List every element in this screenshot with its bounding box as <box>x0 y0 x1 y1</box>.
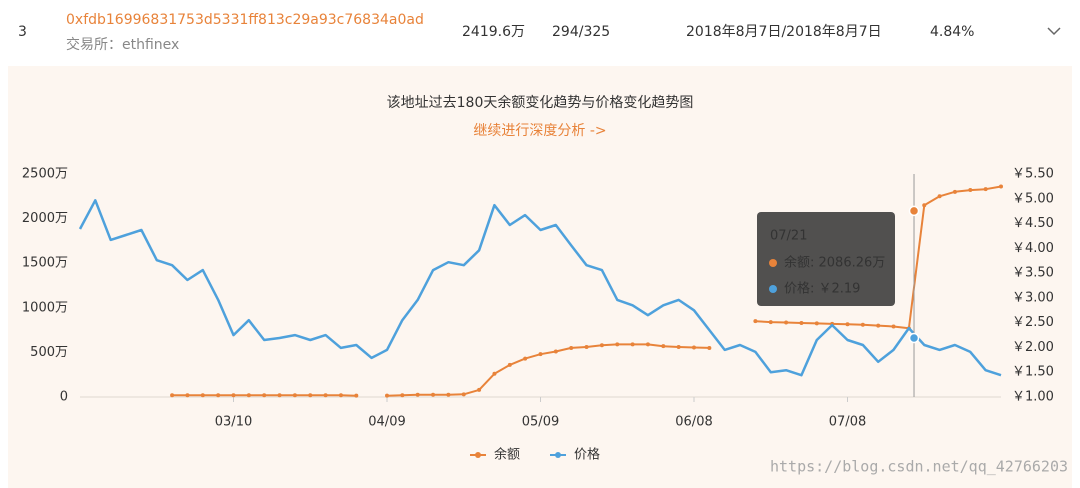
point <box>338 393 343 398</box>
tooltip-swatch <box>769 285 777 293</box>
point <box>599 343 604 348</box>
point <box>354 393 359 398</box>
chart-title: 该地址过去180天余额变化趋势与价格变化趋势图 <box>387 94 694 111</box>
point <box>937 194 942 199</box>
tooltip-box <box>757 212 895 306</box>
y-tick-label: 1000万 <box>22 300 68 315</box>
y2-tick-label: ￥1.50 <box>1012 365 1054 380</box>
tooltip-swatch <box>769 259 777 267</box>
plot: 0 500万 1000万 1500万 2000万 2500万 ￥1.00 ￥1.50 ￥2.00… <box>22 167 1054 463</box>
point <box>431 392 436 397</box>
x-tick-label: 03/10 <box>215 415 252 430</box>
tooltip-item: 价格: ￥2.19 <box>784 281 860 297</box>
y2-tick-label: ￥3.00 <box>1012 290 1054 305</box>
y2-tick-label: ￥4.00 <box>1012 241 1054 256</box>
analysis-link[interactable]: 继续进行深度分析 -> <box>473 122 606 139</box>
point <box>952 189 957 194</box>
point <box>200 393 205 398</box>
point <box>538 352 543 357</box>
point <box>645 342 650 347</box>
y-tick-label: 0 <box>60 390 68 405</box>
y2-tick-label: ￥2.50 <box>1012 315 1054 330</box>
watermark: https://blog.csdn.net/qq_42766203 <box>770 458 1068 476</box>
expand-chevron[interactable] <box>1047 27 1061 36</box>
point <box>814 321 819 326</box>
x-tick-label: 06/08 <box>675 415 712 430</box>
point <box>661 344 666 349</box>
point <box>170 393 175 398</box>
point <box>891 324 896 329</box>
y2-tick-label: ￥1.00 <box>1012 390 1054 405</box>
point <box>523 356 528 361</box>
y2-tick-label: ￥5.50 <box>1012 167 1054 182</box>
legend-dot <box>475 452 481 458</box>
series-line <box>386 343 710 397</box>
point <box>385 393 389 398</box>
point <box>799 320 804 325</box>
point <box>492 371 497 376</box>
y-tick-label: 2500万 <box>22 167 68 182</box>
point <box>308 393 313 398</box>
point <box>922 203 927 208</box>
series-line <box>78 199 1002 377</box>
point <box>707 345 712 350</box>
y2-tick-label: ￥3.50 <box>1012 266 1054 281</box>
exchange: 交易所：ethfinex <box>66 36 179 53</box>
point <box>231 393 236 398</box>
point <box>553 349 558 354</box>
x-tick-label: 04/09 <box>368 415 405 430</box>
point <box>615 342 620 347</box>
point <box>507 362 512 367</box>
point <box>185 393 190 398</box>
balance: 2419.6万 <box>462 24 525 40</box>
point <box>216 393 221 398</box>
point <box>676 345 681 350</box>
y2-tick-label: ￥5.00 <box>1012 191 1054 206</box>
point <box>692 345 696 350</box>
ratio: 4.84% <box>930 24 974 40</box>
point <box>968 188 973 193</box>
point <box>400 393 405 398</box>
point <box>569 345 574 350</box>
point <box>983 187 988 192</box>
point <box>784 320 789 325</box>
legend-label: 价格 <box>574 447 600 463</box>
point <box>277 393 282 398</box>
point <box>292 393 297 398</box>
point <box>246 393 251 398</box>
y-tick-label: 500万 <box>30 345 68 360</box>
tooltip-title: 07/21 <box>770 229 807 244</box>
legend-label: 余额 <box>494 447 520 463</box>
point <box>415 392 420 397</box>
point <box>860 322 865 327</box>
point <box>768 320 773 325</box>
point <box>999 184 1003 189</box>
x-tick-label: 05/09 <box>522 415 559 430</box>
point <box>446 392 451 397</box>
hover-point <box>908 332 920 344</box>
count: 294/325 <box>552 24 610 40</box>
point <box>323 393 328 398</box>
point <box>753 319 758 324</box>
y2-tick-label: ￥4.50 <box>1012 216 1054 231</box>
y-tick-label: 1500万 <box>22 256 68 271</box>
point <box>262 393 267 398</box>
point <box>461 392 466 397</box>
point <box>876 323 881 328</box>
hover-point <box>908 205 920 217</box>
table-row: 3 0xfdb16996831753d5331ff813c29a93c76834… <box>18 12 1061 53</box>
x-tick-label: 07/08 <box>829 415 866 430</box>
address-link[interactable]: 0xfdb16996831753d5331ff813c29a93c76834a0… <box>66 12 424 28</box>
point <box>845 322 850 327</box>
point <box>477 387 482 392</box>
legend-dot <box>555 452 561 458</box>
y2-tick-label: ￥2.00 <box>1012 340 1054 355</box>
point <box>630 342 635 347</box>
tooltip-item: 余额: 2086.26万 <box>784 255 885 271</box>
dates: 2018年8月7日/2018年8月7日 <box>686 24 882 40</box>
point <box>584 345 589 350</box>
y-tick-label: 2000万 <box>22 211 68 226</box>
rank: 3 <box>18 24 27 40</box>
